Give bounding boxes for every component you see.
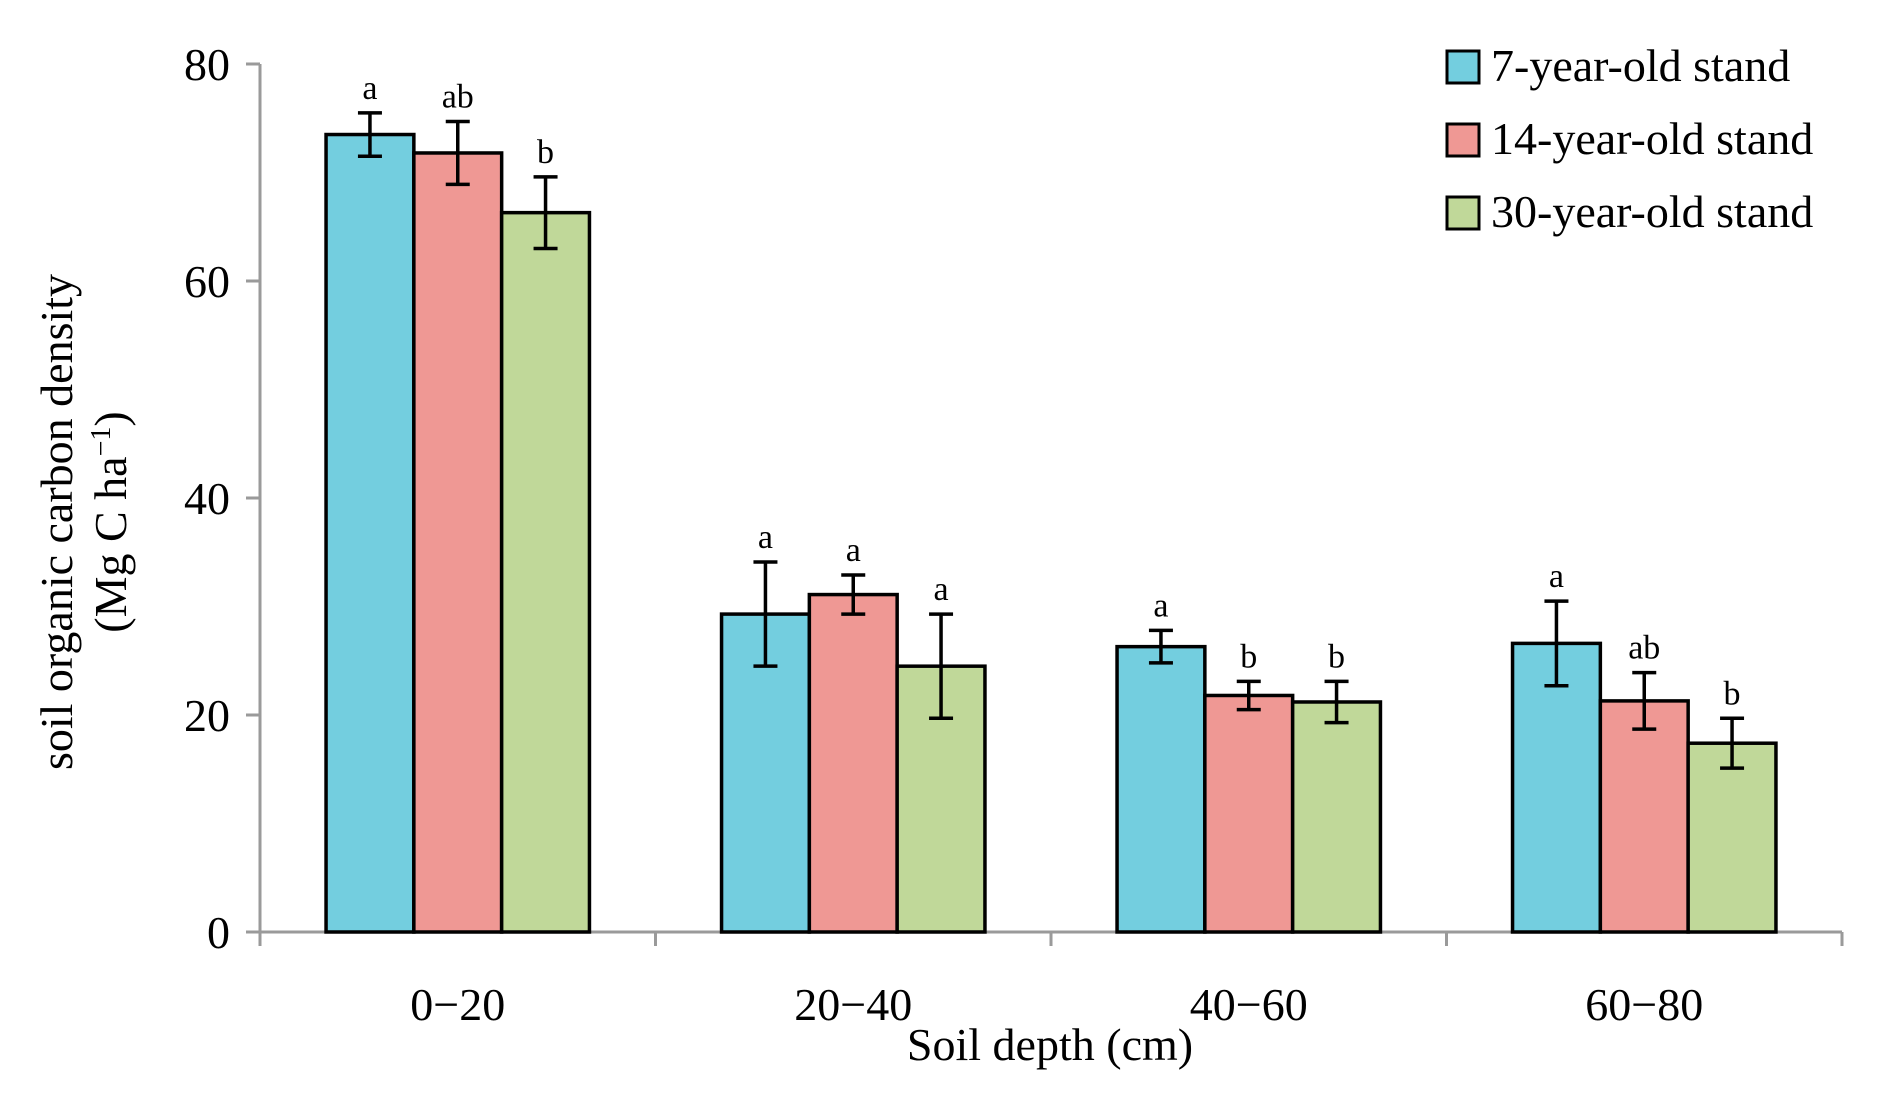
significance-label: b xyxy=(1240,638,1257,675)
significance-label: a xyxy=(934,571,949,608)
y-axis-unit-prefix: (Mg C ha xyxy=(85,456,136,632)
legend-label: 30-year-old stand xyxy=(1491,186,1813,237)
bar xyxy=(324,132,416,934)
y-tick-label: 0 xyxy=(207,907,230,958)
x-tick-label: 0−20 xyxy=(410,979,505,1030)
bar xyxy=(1598,699,1690,934)
legend-swatch xyxy=(1445,195,1481,231)
legend-label: 14-year-old stand xyxy=(1491,113,1813,164)
legend-swatch xyxy=(1445,49,1481,85)
significance-label: b xyxy=(1724,675,1741,712)
bar xyxy=(807,592,899,934)
significance-label: ab xyxy=(442,79,474,116)
significance-label: a xyxy=(846,532,861,569)
x-tick-label: 20−40 xyxy=(794,979,912,1030)
bar xyxy=(1203,693,1295,934)
x-axis-title: Soil depth (cm) xyxy=(907,1019,1193,1070)
y-axis-unit-suffix: ) xyxy=(85,411,136,426)
significance-label: a xyxy=(362,70,377,107)
y-axis-title-line2: (Mg C ha−1) xyxy=(85,411,136,632)
significance-label: a xyxy=(758,519,773,556)
y-tick-label: 20 xyxy=(184,690,230,741)
y-axis-unit-sup: −1 xyxy=(86,427,117,457)
y-axis-title-line1: soil organic carbon density xyxy=(31,274,82,770)
axes: 0 20 40 60 80 xyxy=(184,39,1844,958)
x-tick-label: 40−60 xyxy=(1190,979,1308,1030)
legend-label: 7-year-old stand xyxy=(1491,40,1790,91)
bar xyxy=(499,210,592,934)
significance-label: ab xyxy=(1628,630,1660,667)
significance-label: a xyxy=(1549,558,1564,595)
bar xyxy=(1686,741,1778,934)
legend: 7-year-old stand 14-year-old stand 30-year… xyxy=(1445,40,1813,237)
y-axis-title: soil organic carbon density (Mg C ha−1) xyxy=(31,274,136,770)
bars xyxy=(324,111,1778,934)
y-tick-label: 40 xyxy=(184,473,230,524)
y-tick-label: 80 xyxy=(184,39,230,90)
bar xyxy=(1290,700,1383,934)
significance-label: a xyxy=(1153,587,1168,624)
legend-swatch xyxy=(1445,122,1481,158)
significance-label: b xyxy=(1328,638,1345,675)
y-tick-label: 60 xyxy=(184,256,230,307)
significance-label: b xyxy=(537,134,554,171)
bar xyxy=(1115,644,1207,934)
x-tick-label: 60−80 xyxy=(1585,979,1703,1030)
bar xyxy=(412,151,504,934)
